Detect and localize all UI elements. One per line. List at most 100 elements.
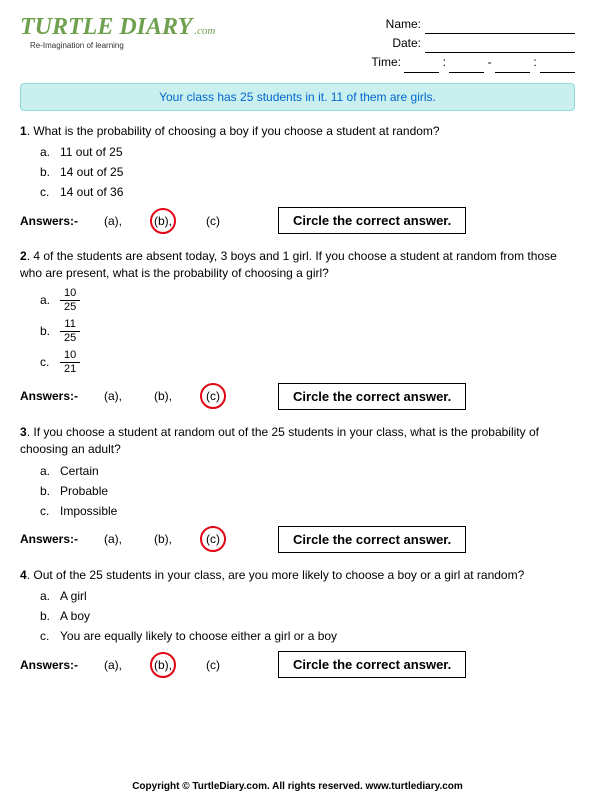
time-blank-4[interactable] (540, 72, 575, 73)
option-row: c.Impossible (40, 504, 575, 518)
question-stem: 1. What is the probability of choosing a… (20, 123, 575, 140)
question-number: 1 (20, 124, 27, 138)
answer-choices: (a), (b),(c) (88, 526, 238, 552)
answer-choice-text: (a), (104, 532, 122, 546)
answer-choice[interactable]: (b), (138, 652, 188, 678)
time-label: Time: (371, 55, 401, 69)
footer-copyright: Copyright © TurtleDiary.com. All rights … (0, 781, 595, 792)
option-letter: a. (40, 464, 54, 478)
answer-choice-text: (b), (154, 389, 172, 403)
question-stem: 4. Out of the 25 students in your class,… (20, 567, 575, 584)
fraction: 1021 (60, 350, 80, 375)
option-row: b. 14 out of 25 (40, 165, 575, 179)
instruction-box: Circle the correct answer. (278, 207, 466, 234)
answer-choice[interactable]: (c) (188, 652, 238, 678)
answer-row: Answers:-(a),(b),(c)Circle the correct a… (20, 651, 575, 678)
answer-row: Answers:- (a),(b), (c) Circle the correct a… (20, 207, 575, 234)
fraction-numerator: 10 (60, 288, 80, 301)
correct-circle-icon (200, 526, 226, 552)
answer-choice[interactable]: (c) (188, 526, 238, 552)
answer-choice[interactable]: (c) (188, 208, 238, 234)
answer-label: Answers:- (20, 389, 78, 403)
question-number: 4 (20, 568, 27, 582)
answer-choice[interactable]: (a), (88, 383, 138, 409)
fraction-denominator: 21 (60, 363, 80, 375)
option-letter: c. (40, 504, 54, 518)
option-row: a. 1025 (40, 288, 575, 313)
option-text: A girl (60, 589, 87, 603)
options-list: a. Certain b. Probable c.Impossible (40, 464, 575, 518)
option-row: c. You are equally likely to choose eithe… (40, 629, 575, 643)
answer-choice[interactable]: (c) (188, 383, 238, 409)
answer-choices: (a),(b), (c) (88, 208, 238, 234)
option-text: You are equally likely to choose either … (60, 629, 337, 643)
answer-choice[interactable]: (b), (138, 383, 188, 409)
answer-choice[interactable]: (b), (138, 526, 188, 552)
logo-tagline: Re-Imagination of learning (30, 41, 215, 50)
worksheet-header: TURTLE DIARY.com Re-Imagination of learn… (20, 15, 575, 73)
option-letter: c. (40, 185, 54, 199)
answer-row: Answers:- (a), (b),(c) Circle the correct a… (20, 526, 575, 553)
option-letter: c. (40, 355, 54, 369)
option-letter: a. (40, 145, 54, 159)
answer-choices: (a), (b), (c) (88, 383, 238, 409)
questions-container: 1. What is the probability of choosing a… (20, 123, 575, 679)
logo-block: TURTLE DIARY.com Re-Imagination of learn… (20, 15, 215, 50)
option-text: 14 out of 36 (60, 185, 123, 199)
instruction-box: Circle the correct answer. (278, 526, 466, 553)
option-text: A boy (60, 609, 90, 623)
answer-choice[interactable]: (a), (88, 208, 138, 234)
option-row: a. 11 out of 25 (40, 145, 575, 159)
question-block: 2. 4 of the students are absent today, 3… (20, 248, 575, 410)
option-letter: b. (40, 484, 54, 498)
correct-circle-icon (150, 652, 176, 678)
fraction: 1125 (60, 319, 80, 344)
answer-choice-text: (a), (104, 389, 122, 403)
logo-main: TURTLE DIARY (20, 14, 192, 40)
correct-circle-icon (150, 208, 176, 234)
time-blank-2[interactable] (449, 72, 484, 73)
answer-label: Answers:- (20, 658, 78, 672)
date-label: Date: (392, 36, 421, 50)
fraction-numerator: 10 (60, 350, 80, 363)
option-row: b.1125 (40, 319, 575, 344)
answer-choice-text: (a), (104, 658, 122, 672)
option-letter: a. (40, 589, 54, 603)
option-text: Probable (60, 484, 108, 498)
option-letter: b. (40, 609, 54, 623)
instruction-box: Circle the correct answer. (278, 383, 466, 410)
meta-block: Name: Date: Time: : - : (371, 15, 575, 73)
question-number: 3 (20, 425, 27, 439)
option-row: b. A boy (40, 609, 575, 623)
question-block: 3. If you choose a student at random out… (20, 424, 575, 553)
option-row: a. Certain (40, 464, 575, 478)
question-stem: 3. If you choose a student at random out… (20, 424, 575, 458)
question-stem: 2. 4 of the students are absent today, 3… (20, 248, 575, 282)
option-text: Certain (60, 464, 99, 478)
time-blank-3[interactable] (495, 72, 530, 73)
option-letter: a. (40, 293, 54, 307)
answer-row: Answers:- (a), (b), (c) Circle the correct a… (20, 383, 575, 410)
option-text: 11 out of 25 (60, 145, 123, 159)
fraction-denominator: 25 (60, 301, 80, 313)
answer-choice[interactable]: (b), (138, 208, 188, 234)
option-letter: c. (40, 629, 54, 643)
prompt-banner: Your class has 25 students in it. 11 of … (20, 83, 575, 111)
answer-choice[interactable]: (a), (88, 652, 138, 678)
question-number: 2 (20, 249, 27, 263)
time-blank-1[interactable] (404, 72, 439, 73)
option-row: c. 1021 (40, 350, 575, 375)
option-row: b. Probable (40, 484, 575, 498)
answer-choice-text: (c) (206, 214, 220, 228)
answer-choice-text: (c) (206, 658, 220, 672)
answer-choice[interactable]: (a), (88, 526, 138, 552)
fraction-denominator: 25 (60, 332, 80, 344)
logo-dotcom: .com (194, 25, 215, 37)
fraction-numerator: 11 (60, 319, 79, 332)
correct-circle-icon (200, 383, 226, 409)
answer-label: Answers:- (20, 214, 78, 228)
options-list: a.1025b.1125c.1021 (40, 288, 575, 375)
option-text: 14 out of 25 (60, 165, 123, 179)
answer-label: Answers:- (20, 532, 78, 546)
option-letter: b. (40, 165, 54, 179)
